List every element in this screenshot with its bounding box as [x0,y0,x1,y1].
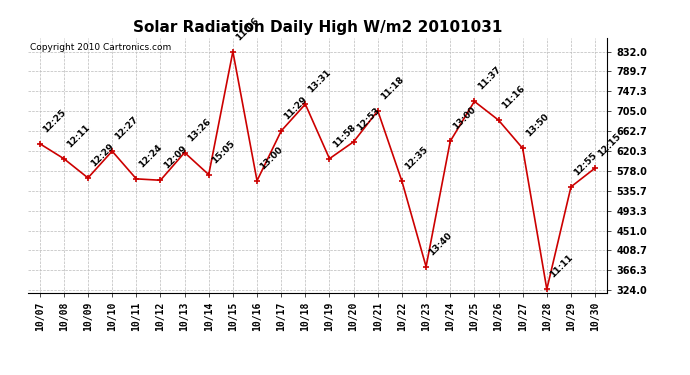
Text: Copyright 2010 Cartronics.com: Copyright 2010 Cartronics.com [30,43,172,52]
Text: 11:16: 11:16 [500,84,526,111]
Text: 11:37: 11:37 [475,65,502,92]
Text: 11:58: 11:58 [331,123,357,149]
Text: 12:24: 12:24 [137,142,164,169]
Text: 13:31: 13:31 [306,68,333,94]
Text: 12:35: 12:35 [403,145,430,172]
Text: 12:55: 12:55 [572,151,599,177]
Text: 12:15: 12:15 [596,132,623,159]
Text: 12:29: 12:29 [89,142,116,168]
Title: Solar Radiation Daily High W/m2 20101031: Solar Radiation Daily High W/m2 20101031 [132,20,502,35]
Text: 12:25: 12:25 [41,108,68,134]
Text: 12:27: 12:27 [113,115,140,142]
Text: 13:00: 13:00 [258,145,285,171]
Text: 13:40: 13:40 [427,231,454,257]
Text: 11:06: 11:06 [234,15,261,42]
Text: 13:26: 13:26 [186,116,213,143]
Text: 11:29: 11:29 [282,95,309,122]
Text: 15:05: 15:05 [210,139,237,165]
Text: 12:53: 12:53 [355,106,382,132]
Text: 13:00: 13:00 [451,105,478,132]
Text: 11:18: 11:18 [379,75,406,101]
Text: 11:11: 11:11 [548,253,575,280]
Text: 12:11: 12:11 [65,123,92,149]
Text: 13:50: 13:50 [524,112,551,139]
Text: 12:09: 12:09 [161,144,188,171]
